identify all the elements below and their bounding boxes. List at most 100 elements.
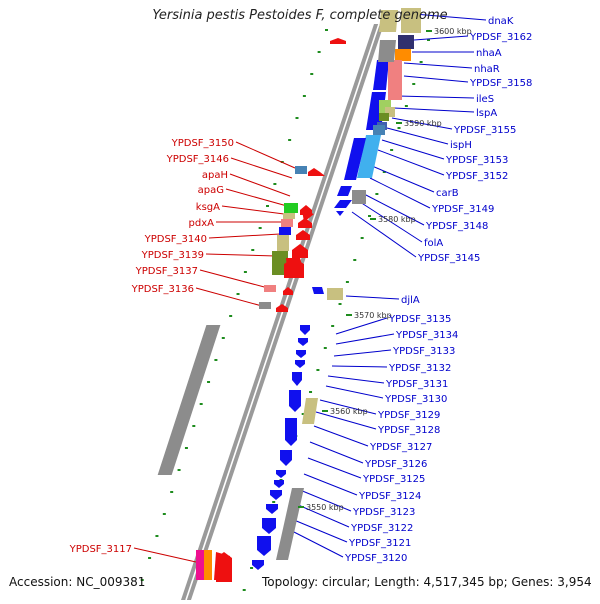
gene-YPDSF_3137 — [264, 285, 276, 292]
gene-plus-mid-3 — [296, 350, 306, 358]
label-nhar: nhaR — [474, 64, 500, 75]
gene-dnaK-block — [379, 10, 398, 32]
gene-YPDSF_3153 — [373, 125, 385, 135]
label-ypdsf-3146: YPDSF_3146 — [166, 154, 229, 165]
leader-ypdsf-3120 — [289, 529, 344, 558]
leader-isph — [386, 127, 449, 145]
kbp-label-3590-kbp: 3590 kbp — [404, 119, 442, 128]
gene-minus-arrow-10 — [216, 552, 232, 582]
label-ypdsf-3133: YPDSF_3133 — [392, 346, 455, 357]
gene-minus-arrow-1 — [330, 38, 346, 44]
leader-ypdsf-3136 — [195, 287, 263, 307]
leader-ypdsf-3162 — [413, 35, 469, 41]
gene-plus-mid-8 — [280, 450, 292, 466]
gene-minus-arrow-8 — [276, 304, 288, 312]
leader-dnak — [413, 13, 487, 21]
gene-plus-mid-14 — [257, 536, 271, 556]
plus-strand-genes — [157, 8, 421, 475]
leader-lspa — [393, 107, 475, 113]
gene-pdxA — [279, 227, 291, 235]
leader-carb — [371, 165, 435, 193]
leader-ypdsf-3135 — [335, 317, 388, 335]
leader-ypdsf-3139 — [205, 253, 277, 257]
gene-nhaR — [373, 60, 389, 90]
kbp-label-3580-kbp: 3580 kbp — [378, 215, 416, 224]
leader-djla — [345, 295, 400, 300]
label-ypdsf-3123: YPDSF_3123 — [352, 507, 415, 518]
label-ypdsf-3155: YPDSF_3155 — [453, 125, 516, 136]
gene-minus-arrow-5 — [292, 244, 308, 258]
leader-iles — [397, 95, 475, 99]
gene-plus-mid-1 — [300, 325, 310, 335]
gene-minus-arrow-2 — [300, 205, 312, 215]
gene-plus-mid-7 — [285, 418, 297, 446]
leader-ypdsf-3121 — [293, 519, 348, 543]
map-title: Yersinia pestis Pestoides F, complete ge… — [152, 8, 448, 23]
gene-minus-arrow-7 — [283, 287, 293, 295]
gene-plus-mid-6 — [289, 390, 301, 412]
label-ypdsf-3148: YPDSF_3148 — [425, 221, 488, 232]
gene-djlA — [312, 287, 324, 294]
label-ypdsf-3139: YPDSF_3139 — [141, 250, 204, 261]
label-ypdsf-3129: YPDSF_3129 — [377, 410, 440, 421]
label-ypdsf-3136: YPDSF_3136 — [131, 284, 194, 295]
label-ypdsf-3134: YPDSF_3134 — [395, 330, 458, 341]
gene-plus-mid-2 — [298, 338, 308, 346]
label-ypdsf-3125: YPDSF_3125 — [362, 474, 425, 485]
gene-apaH — [284, 203, 298, 213]
label-dnak: dnaK — [488, 16, 514, 27]
leader-ypdsf-3153 — [381, 139, 445, 160]
label-djla: djlA — [401, 295, 420, 306]
gene-YPDSF_3117-b — [204, 550, 212, 580]
leader-ypdsf-3123 — [299, 489, 352, 512]
leader-ypdsf-3127 — [313, 425, 369, 447]
gene-minus-arrow-3 — [298, 218, 312, 228]
label-ypdsf-3131: YPDSF_3131 — [385, 379, 448, 390]
leader-ypdsf-3132 — [331, 365, 388, 368]
label-pdxa: pdxA — [189, 218, 215, 229]
gene-ksgA — [281, 219, 293, 227]
label-ypdsf-3117: YPDSF_3117 — [69, 544, 132, 555]
label-ypdsf-3149: YPDSF_3149 — [431, 204, 494, 215]
label-ksga: ksgA — [196, 202, 220, 213]
gene-plus-mid-13 — [262, 518, 276, 534]
label-ypdsf-3128: YPDSF_3128 — [377, 425, 440, 436]
label-ypdsf-3153: YPDSF_3153 — [445, 155, 508, 166]
minus-strand-labels: YPDSF_3150 YPDSF_3146 apaH apaG ksgA pdxA YPDS… — [69, 138, 234, 555]
kbp-label-3600-kbp: 3600 kbp — [434, 27, 472, 36]
label-nhaa: nhaA — [476, 48, 502, 59]
gene-YPDSF_3129-block — [302, 398, 318, 424]
label-ypdsf-3152: YPDSF_3152 — [445, 171, 508, 182]
gene-column-YPDSF_3135-3120 — [157, 325, 221, 475]
gene-YPDSF_3150-b — [295, 166, 307, 174]
leader-ypdsf-3122 — [295, 503, 350, 528]
label-ypdsf-3120: YPDSF_3120 — [344, 553, 407, 564]
gene-plus-mid-5 — [292, 372, 302, 386]
leader-ypdsf-3140 — [208, 233, 281, 239]
gene-plus-mid-4 — [295, 360, 305, 368]
plus-strand-gene-arrows — [252, 10, 398, 570]
leader-ypdsf-3145 — [351, 211, 417, 258]
gene-minus-arrow-9 — [308, 168, 320, 176]
leader-ypdsf-3150 — [235, 141, 296, 169]
label-ypdsf-3127: YPDSF_3127 — [369, 442, 432, 453]
minus-strand-gene-arrows — [216, 38, 346, 582]
gene-djlA-b — [327, 288, 343, 300]
gene-plus-mid-10 — [274, 480, 284, 488]
leader-ypdsf-3128 — [315, 411, 377, 430]
gene-YPDSF_3148 — [352, 190, 366, 204]
gene-dnaK — [401, 8, 421, 33]
leader-ypdsf-3134 — [335, 333, 395, 345]
label-apag: apaG — [198, 185, 224, 196]
kbp-label-3550-kbp: 3550 kbp — [306, 503, 344, 512]
gene-nhaA — [395, 49, 411, 61]
gene-YPDSF_3117 — [196, 550, 204, 580]
leader-ypdsf-3126 — [309, 441, 364, 464]
label-iles: ileS — [476, 94, 494, 105]
leader-ypdsf-3133 — [333, 349, 392, 357]
label-leader-lines — [133, 13, 487, 563]
label-ypdsf-3130: YPDSF_3130 — [384, 394, 447, 405]
topology-label: Topology: circular; Length: 4,517,345 bp… — [262, 575, 592, 589]
gene-folA — [334, 200, 352, 208]
gene-carB — [344, 138, 366, 180]
